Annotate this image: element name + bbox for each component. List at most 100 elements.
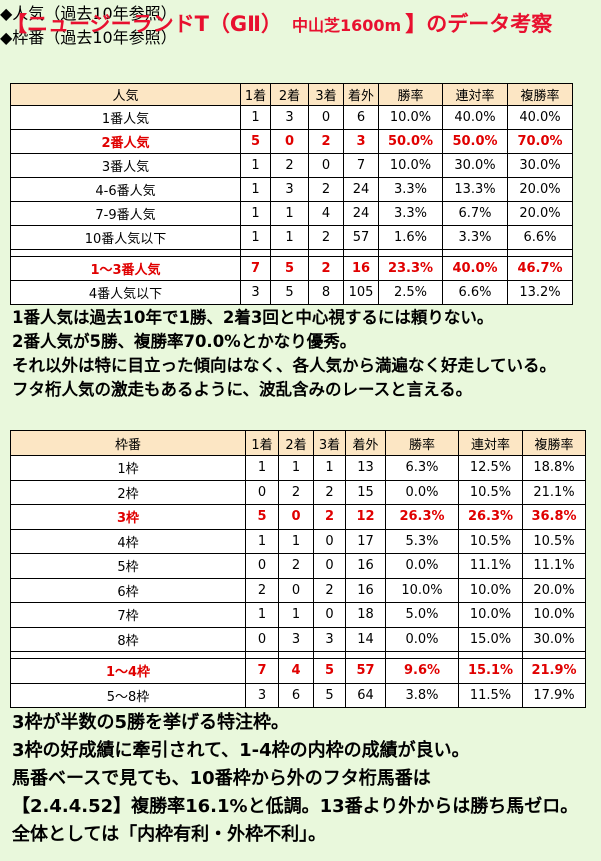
table-cell: 6.7% — [442, 201, 508, 226]
table-cell: 3.8% — [385, 682, 459, 708]
separator-cell — [240, 249, 271, 257]
table-cell: 13 — [345, 455, 386, 481]
table-cell: 0 — [245, 626, 279, 652]
table-cell: 1 — [240, 177, 271, 202]
table-row: 1枠 1 1 1 13 6.3% 12.5% 18.8% — [10, 455, 586, 481]
table-cell: 4枠 — [10, 528, 246, 554]
table-cell: 5 — [245, 504, 279, 530]
table-cell: 0 — [278, 504, 314, 530]
table-row: 2番人気 5 0 2 3 50.0% 50.0% 70.0% — [10, 129, 573, 154]
table-cell: 6枠 — [10, 577, 246, 603]
header-cell: 1着 — [240, 83, 271, 106]
table-cell: 5 — [313, 682, 346, 708]
heading-label: ◆枠番 — [0, 28, 45, 47]
table-row: 1～4枠 7 4 5 57 9.6% 15.1% 21.9% — [10, 658, 586, 684]
table-cell: 3 — [240, 280, 271, 305]
table-cell: 6.6% — [507, 225, 573, 250]
table-cell: 3 — [343, 129, 379, 154]
header-cell: 人気 — [10, 83, 241, 106]
table-cell: 2 — [278, 479, 314, 505]
table-row: 3番人気 1 2 0 7 10.0% 30.0% 30.0% — [10, 153, 573, 178]
table-cell: 6 — [343, 105, 379, 130]
table-cell: 8枠 — [10, 626, 246, 652]
table-cell: 5 — [270, 280, 309, 305]
data-table: 人気 1着 2着 3着 着外 勝率 連対率 複勝率 1番人気 1 3 0 6 10.0% 40.0% 40.0… — [10, 83, 573, 305]
table-cell: 3 — [270, 105, 309, 130]
table-cell: 36.8% — [522, 504, 586, 530]
table-row: 6枠 2 0 2 16 10.0% 10.0% 20.0% — [10, 577, 586, 603]
separator-cell — [522, 651, 586, 659]
header-cell: 3着 — [313, 430, 346, 456]
section-heading: ◆人気（過去10年参照） — [0, 0, 601, 24]
section-heading: ◆枠番（過去10年参照） — [0, 24, 601, 48]
table-cell: 10.5% — [458, 528, 523, 554]
table-cell: 17.9% — [522, 682, 586, 708]
header-cell: 3着 — [308, 83, 344, 106]
table-cell: 20.0% — [507, 177, 573, 202]
table-cell: 24 — [343, 177, 379, 202]
header-cell: 複勝率 — [522, 430, 586, 456]
table-cell: 2 — [313, 479, 346, 505]
comment-line: 3枠の好成績に牽引されて、1-4枠の内枠の成績が良い。 — [12, 740, 470, 761]
table-cell: 1 — [270, 201, 309, 226]
table-cell: 1 — [278, 602, 314, 628]
table-cell: 30.0% — [507, 153, 573, 178]
table-cell: 40.0% — [507, 105, 573, 130]
table-cell: 26.3% — [385, 504, 459, 530]
table-cell: 3枠 — [10, 504, 246, 530]
table-cell: 6.3% — [385, 455, 459, 481]
table-cell: 3.3% — [378, 201, 443, 226]
header-cell: 1着 — [245, 430, 279, 456]
table-cell: 2 — [308, 225, 344, 250]
table-cell: 2 — [313, 577, 346, 603]
table-cell: 7枠 — [10, 602, 246, 628]
table-cell: 23.3% — [378, 256, 443, 281]
table-cell: 4番人気以下 — [10, 280, 241, 305]
separator-cell — [10, 249, 241, 257]
separator-cell — [507, 249, 573, 257]
header-cell: 連対率 — [458, 430, 523, 456]
comment-line: 馬番ベースで見ても、10番枠から外のフタ桁馬番は — [12, 768, 431, 789]
table-cell: 10.0% — [385, 577, 459, 603]
table-cell: 11.1% — [458, 553, 523, 579]
separator-cell — [442, 249, 508, 257]
table-cell: 7 — [343, 153, 379, 178]
table-cell: 3 — [245, 682, 279, 708]
table-cell: 46.7% — [507, 256, 573, 281]
title-main: 【ニュージーランドT（GⅡ） — [6, 12, 282, 36]
table-cell: 10.0% — [378, 153, 443, 178]
table-cell: 1番人気 — [10, 105, 241, 130]
table-cell: 2 — [278, 553, 314, 579]
table-row: 1～3番人気 7 5 2 16 23.3% 40.0% 46.7% — [10, 256, 573, 281]
separator-cell — [245, 651, 279, 659]
table-cell: 2.5% — [378, 280, 443, 305]
table-cell: 11.1% — [522, 553, 586, 579]
table-row: 2枠 0 2 2 15 0.0% 10.5% 21.1% — [10, 479, 586, 505]
table-cell: 2番人気 — [10, 129, 241, 154]
table-cell: 20.0% — [507, 201, 573, 226]
table-cell: 18.8% — [522, 455, 586, 481]
table-row: 8枠 0 3 3 14 0.0% 15.0% 30.0% — [10, 626, 586, 652]
table-cell: 13.3% — [442, 177, 508, 202]
table-cell: 0 — [278, 577, 314, 603]
table-cell: 5.0% — [385, 602, 459, 628]
table-cell: 21.1% — [522, 479, 586, 505]
header-cell: 複勝率 — [507, 83, 573, 106]
table-cell: 12.5% — [458, 455, 523, 481]
header-cell: 勝率 — [378, 83, 443, 106]
header-row: 人気 1着 2着 3着 着外 勝率 連対率 複勝率 — [10, 83, 573, 106]
table-cell: 12 — [345, 504, 386, 530]
table-row: 4番人気以下 3 5 8 105 2.5% 6.6% 13.2% — [10, 280, 573, 305]
comment-line: 2番人気が5勝、複勝率70.0%とかなり優秀。 — [12, 332, 357, 351]
table-cell: 10番人気以下 — [10, 225, 241, 250]
separator-cell — [313, 651, 346, 659]
table-cell: 4 — [278, 658, 314, 684]
table-row: 5～8枠 3 6 5 64 3.8% 11.5% 17.9% — [10, 682, 586, 708]
table-cell: 1 — [270, 225, 309, 250]
table-cell: 2 — [308, 256, 344, 281]
title-course: 中山芝1600m — [291, 16, 402, 35]
separator-cell — [270, 249, 309, 257]
separator-cell — [345, 651, 386, 659]
table-cell: 2 — [270, 153, 309, 178]
comment-line: 全体としては「内枠有利・外枠不利」。 — [12, 824, 327, 845]
